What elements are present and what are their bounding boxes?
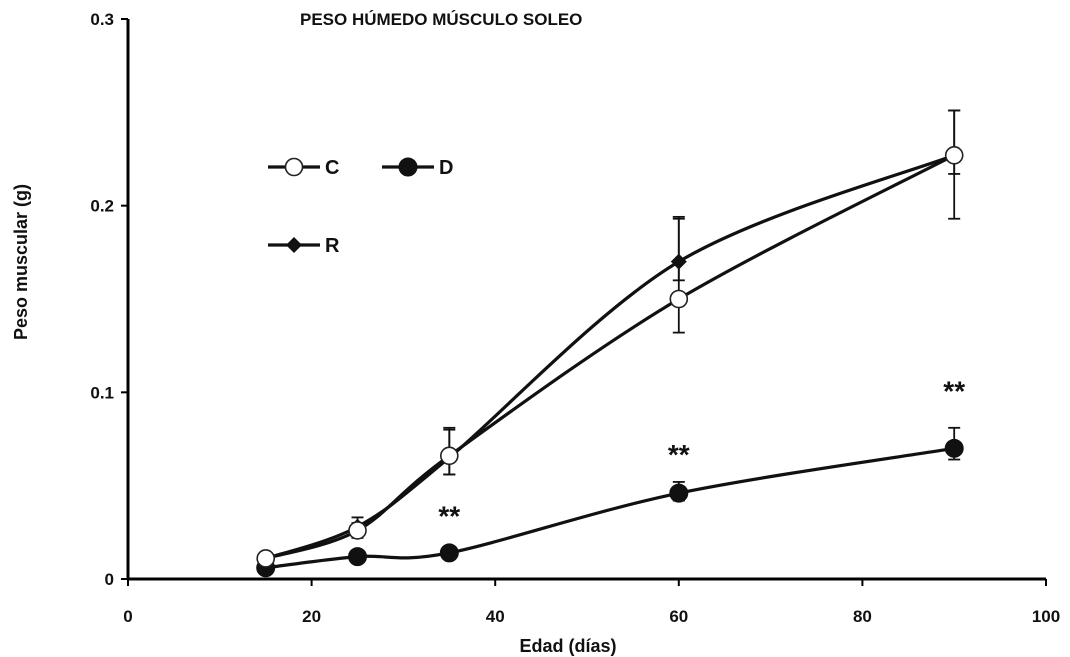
series-line-c <box>265 153 955 560</box>
y-tick-label: 0.2 <box>90 197 114 216</box>
data-point-c <box>348 521 367 540</box>
x-tick-label: 80 <box>853 607 872 626</box>
plot-area: 0 0.1 0.2 0.3 0 20 40 60 80 100 ** ** ** <box>90 10 1060 626</box>
legend-marker-r <box>286 237 302 253</box>
series-line-d <box>265 446 955 570</box>
data-point-d <box>669 483 689 503</box>
significance-marker: ** <box>943 375 965 406</box>
data-point-c <box>669 289 689 309</box>
data-point-c <box>256 549 276 568</box>
data-point-d <box>348 547 367 567</box>
legend-marker-d <box>398 157 418 177</box>
y-tick-label: 0.3 <box>90 10 114 29</box>
series-line-r <box>265 153 955 560</box>
x-tick-label: 40 <box>486 607 505 626</box>
legend: C D R <box>268 157 453 257</box>
y-tick-label: 0.1 <box>90 383 114 402</box>
data-point-d <box>439 543 459 563</box>
legend-item-r: R <box>268 235 340 257</box>
x-tick-label: 60 <box>669 607 688 626</box>
data-point-c <box>944 145 964 165</box>
data-point-c <box>439 446 459 466</box>
legend-marker-c <box>284 157 304 177</box>
y-axis-title: Peso muscular (g) <box>11 184 31 340</box>
data-point-d <box>944 438 964 458</box>
x-axis-title: Edad (días) <box>519 636 616 656</box>
legend-item-d: D <box>382 157 453 179</box>
x-tick-label: 100 <box>1032 607 1060 626</box>
data-point-r <box>670 253 687 270</box>
chart-title: PESO HÚMEDO MÚSCULO SOLEO <box>300 10 582 29</box>
significance-marker: ** <box>668 439 690 470</box>
legend-label: C <box>325 157 339 179</box>
legend-item-c: C <box>268 157 339 179</box>
x-tick-label: 20 <box>302 607 321 626</box>
legend-label: R <box>325 235 340 257</box>
y-tick-label: 0 <box>105 570 114 589</box>
legend-label: D <box>439 157 453 179</box>
x-tick-label: 0 <box>123 607 132 626</box>
significance-marker: ** <box>438 501 460 532</box>
